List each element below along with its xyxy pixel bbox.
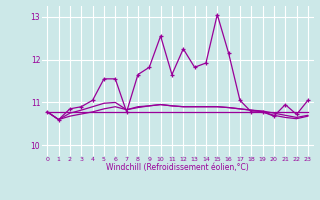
X-axis label: Windchill (Refroidissement éolien,°C): Windchill (Refroidissement éolien,°C) [106, 163, 249, 172]
